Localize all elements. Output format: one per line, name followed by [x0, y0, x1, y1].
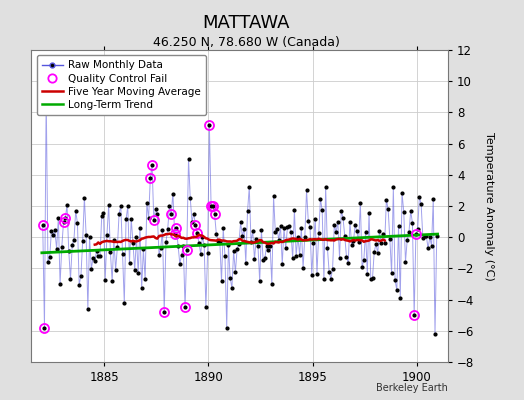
Text: Berkeley Earth: Berkeley Earth	[376, 383, 448, 393]
Y-axis label: Temperature Anomaly (°C): Temperature Anomaly (°C)	[484, 132, 494, 280]
Legend: Raw Monthly Data, Quality Control Fail, Five Year Moving Average, Long-Term Tren: Raw Monthly Data, Quality Control Fail, …	[37, 55, 206, 115]
Text: MATTAWA: MATTAWA	[203, 14, 290, 32]
Text: 46.250 N, 78.680 W (Canada): 46.250 N, 78.680 W (Canada)	[153, 36, 340, 49]
